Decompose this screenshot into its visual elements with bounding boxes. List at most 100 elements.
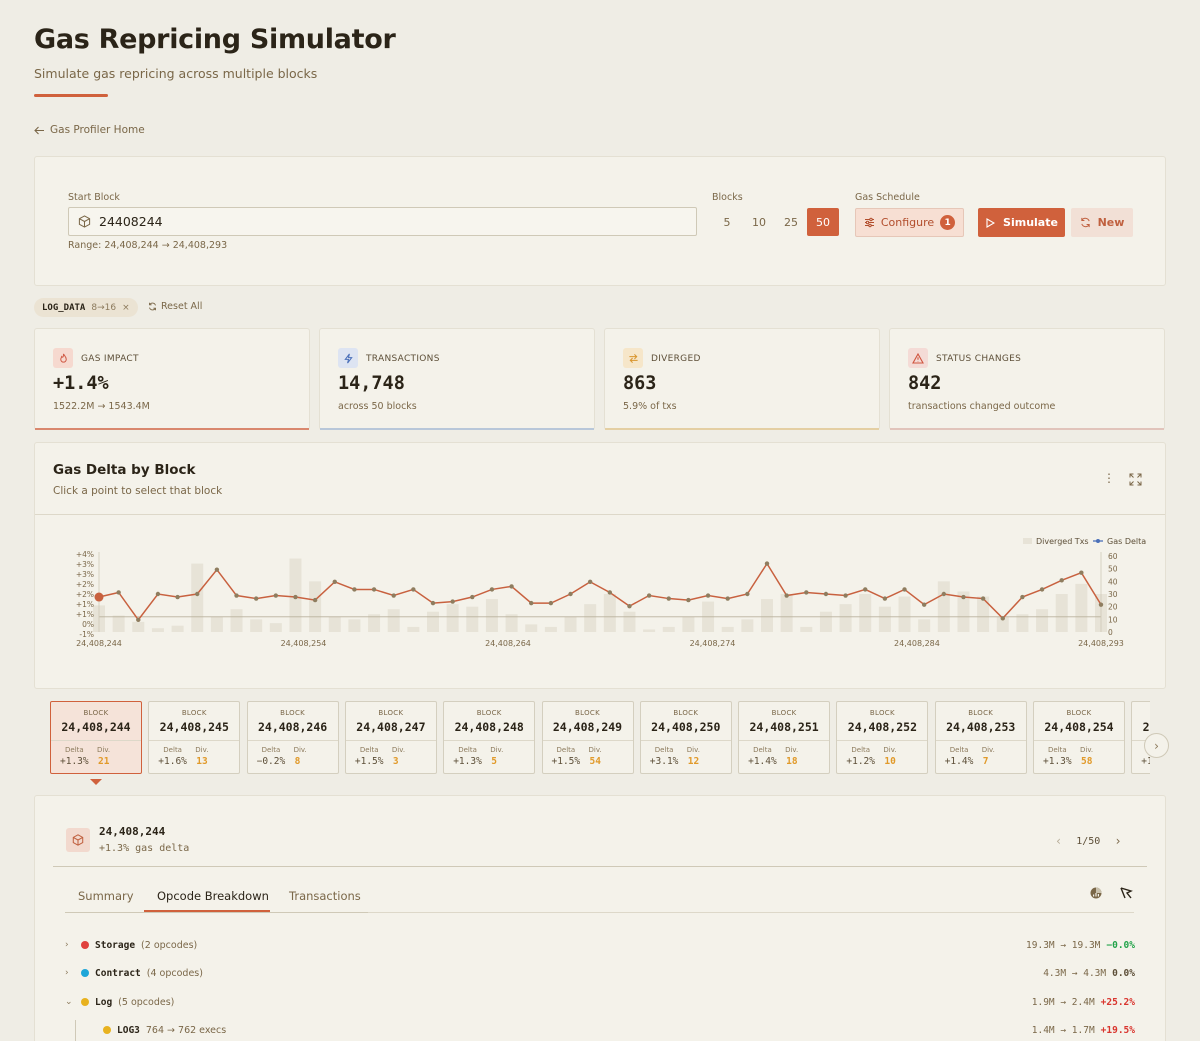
block-card-label: BLOCK bbox=[673, 709, 699, 717]
block-card-delta: +1.3% bbox=[60, 756, 89, 767]
block-card[interactable]: BLOCK 24,408,252 Delta Div. +1.2% 10 bbox=[836, 701, 929, 774]
block-card[interactable]: BLOCK 24,408,247 Delta Div. +1.5% 3 bbox=[344, 701, 437, 774]
gas-delta-point bbox=[293, 594, 298, 600]
block-card[interactable]: BLOCK 24,408,248 Delta Div. +1.3% 5 bbox=[443, 701, 536, 774]
y-left-tick: 0% bbox=[82, 620, 94, 629]
block-card-div-label: Div. bbox=[97, 746, 111, 754]
start-block-input[interactable]: 24408244 bbox=[68, 207, 697, 236]
y-right-tick: 30 bbox=[1108, 590, 1118, 599]
diverged-bar bbox=[977, 596, 990, 632]
y-right-tick: 10 bbox=[1108, 615, 1118, 624]
gas-delta-point bbox=[705, 593, 711, 598]
block-card[interactable]: BLOCK 24,408,251 Delta Div. +1.4% 18 bbox=[738, 701, 831, 774]
sliders-icon bbox=[864, 217, 874, 228]
block-card[interactable]: BLOCK 24,408,254 Delta Div. +1.3% 58 bbox=[1033, 701, 1125, 774]
gas-delta-point bbox=[627, 603, 632, 609]
block-card[interactable]: BLOCK 24,408,246 Delta Div. −0.2% 8 bbox=[246, 701, 339, 774]
block-card-delta: +1.2% bbox=[846, 756, 875, 767]
diverged-bar bbox=[918, 619, 931, 632]
block-card[interactable]: BLOCK 24,408,244 Delta Div. +1.3% 21 bbox=[50, 701, 142, 774]
block-card-div-label: Div. bbox=[588, 746, 602, 754]
chart-title: Gas Delta by Block bbox=[53, 462, 196, 478]
override-chip[interactable]: LOG_DATA 8→16 × bbox=[34, 298, 138, 317]
blocks-option-10[interactable]: 10 bbox=[752, 215, 766, 229]
block-card-div-label: Div. bbox=[883, 746, 897, 754]
stat-accent-bar bbox=[890, 428, 1164, 430]
blocks-option-50[interactable]: 50 bbox=[807, 208, 839, 236]
override-name: LOG_DATA bbox=[42, 302, 86, 313]
stat-label: STATUS CHANGES bbox=[936, 354, 1022, 364]
gas-delta-point bbox=[902, 587, 907, 592]
block-card-delta-label: Delta bbox=[949, 746, 969, 754]
chevron-right-icon[interactable]: › bbox=[65, 968, 69, 978]
opcode-row[interactable]: LOG3 764 → 762 execs 1.4M → 1.7M +19.5% bbox=[65, 1020, 1135, 1041]
block-card-divider bbox=[345, 740, 436, 741]
stat-label: DIVERGED bbox=[651, 354, 701, 364]
diverged-bar bbox=[151, 628, 164, 632]
block-card-diverged: 5 bbox=[491, 756, 497, 767]
block-card-divider bbox=[51, 740, 141, 741]
gas-delta-point bbox=[253, 596, 259, 601]
block-card-number: 24,408,247 bbox=[356, 720, 426, 734]
back-link[interactable]: Gas Profiler Home bbox=[34, 124, 145, 136]
more-vertical-icon[interactable]: ⋮ bbox=[1103, 471, 1115, 485]
chevron-down-icon[interactable]: ⌄ bbox=[65, 997, 73, 1007]
stat-label: GAS IMPACT bbox=[81, 354, 139, 364]
flag-icon[interactable] bbox=[1119, 885, 1133, 904]
opcode-row[interactable]: › Storage (2 opcodes) 19.3M → 19.3M −0.0% bbox=[65, 935, 1135, 955]
diverged-bar bbox=[328, 616, 341, 632]
block-card[interactable]: BLOCK 24,408,245 Delta Div. +1.6% 13 bbox=[148, 701, 241, 774]
refresh-icon bbox=[149, 302, 156, 311]
block-card-label: BLOCK bbox=[968, 709, 994, 717]
block-card-diverged: 12 bbox=[687, 756, 700, 767]
diverged-bar bbox=[839, 604, 852, 632]
diverged-bar bbox=[878, 606, 891, 632]
block-card[interactable]: BLOCK 24,408,250 Delta Div. +3.1% 12 bbox=[639, 701, 732, 774]
block-card[interactable]: BLOCK 24,408,253 Delta Div. +1.4% 7 bbox=[934, 701, 1027, 774]
chevron-right-icon[interactable]: › bbox=[1114, 834, 1122, 848]
expand-icon[interactable] bbox=[1129, 471, 1142, 490]
block-card-delta: +1.5% bbox=[551, 756, 581, 767]
chevron-right-icon[interactable]: › bbox=[65, 940, 69, 950]
active-tab-indicator bbox=[144, 910, 270, 912]
block-card-delta: +1.4% bbox=[748, 756, 777, 767]
block-card-divider bbox=[247, 740, 338, 741]
block-card-divider bbox=[444, 740, 535, 741]
x-tick-label: 24,408,244 bbox=[76, 639, 122, 648]
block-card[interactable]: BLOCK 24,408,249 Delta Div. +1.5% 54 bbox=[541, 701, 634, 774]
gas-delta-point bbox=[1039, 587, 1045, 592]
configure-button[interactable]: Configure 1 bbox=[855, 208, 964, 237]
tab-opcode-breakdown[interactable]: Opcode Breakdown bbox=[157, 889, 269, 903]
tab-summary[interactable]: Summary bbox=[78, 889, 134, 903]
block-card-diverged: 13 bbox=[196, 756, 208, 767]
gas-delta-point bbox=[1020, 594, 1025, 600]
chart-pie-icon[interactable] bbox=[1089, 885, 1103, 904]
legend-swatch-diverged bbox=[1023, 538, 1032, 544]
diverged-bar bbox=[525, 624, 538, 632]
gas-delta-point bbox=[94, 592, 104, 602]
gas-delta-point bbox=[489, 587, 495, 592]
opcode-row[interactable]: ⌄ Log (5 opcodes) 1.9M → 2.4M +25.2% bbox=[65, 992, 1135, 1012]
gas-delta-point bbox=[666, 596, 671, 601]
chevron-right-icon[interactable]: › bbox=[1144, 733, 1169, 758]
chevron-left-icon[interactable]: ‹ bbox=[1055, 834, 1063, 848]
reset-all-button[interactable]: Reset All bbox=[148, 301, 202, 312]
block-card-diverged: 58 bbox=[1081, 756, 1093, 767]
blocks-option-5[interactable]: 5 bbox=[723, 215, 731, 229]
detail-block-delta: +1.3% gas delta bbox=[99, 843, 190, 854]
blocks-option-25[interactable]: 25 bbox=[784, 215, 798, 229]
block-card-diverged: 10 bbox=[884, 756, 896, 767]
diverged-bar bbox=[1036, 609, 1049, 632]
x-tick-label: 24,408,264 bbox=[485, 639, 531, 648]
opcode-row[interactable]: › Contract (4 opcodes) 4.3M → 4.3M 0.0% bbox=[65, 963, 1135, 983]
tab-transactions[interactable]: Transactions bbox=[289, 889, 361, 903]
new-button[interactable]: New bbox=[1071, 208, 1133, 237]
simulate-button[interactable]: Simulate bbox=[978, 208, 1065, 237]
gas-delta-point bbox=[725, 596, 730, 601]
close-icon[interactable]: × bbox=[122, 302, 130, 313]
block-card-number: 24,408,254 bbox=[1044, 720, 1114, 734]
gas-delta-point bbox=[823, 591, 829, 597]
block-card-delta-label: Delta bbox=[359, 746, 379, 754]
stat-value: 863 bbox=[623, 373, 657, 394]
